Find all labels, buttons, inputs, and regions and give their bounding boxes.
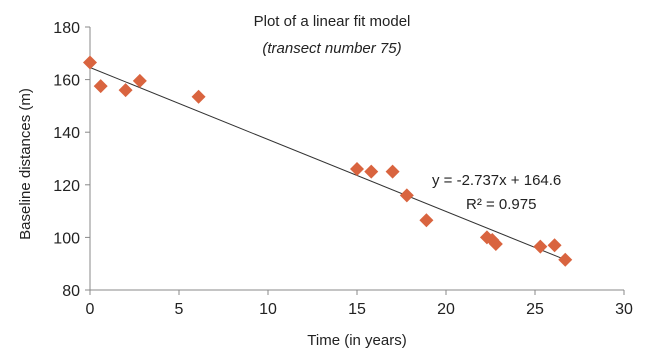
data-point-diamond xyxy=(364,164,379,179)
x-tick-label: 20 xyxy=(437,301,455,318)
data-point-diamond xyxy=(488,236,503,251)
data-points xyxy=(83,55,573,267)
data-point-diamond xyxy=(118,83,133,98)
x-ticks: 0 5 10 15 20 25 30 xyxy=(86,290,633,318)
data-point-diamond xyxy=(547,238,562,253)
x-tick-label: 0 xyxy=(86,301,95,318)
r-squared-label: R² = 0.975 xyxy=(466,196,536,213)
chart-subtitle: (transect number 75) xyxy=(262,40,401,57)
trendline-equation: y = -2.737x + 164.6 xyxy=(432,172,561,189)
data-point-diamond xyxy=(132,73,147,88)
data-point-diamond xyxy=(350,162,364,177)
data-point-diamond xyxy=(385,164,400,179)
x-axis-title: Time (in years) xyxy=(307,332,406,349)
data-point-diamond xyxy=(191,89,206,104)
y-tick-label: 80 xyxy=(62,283,80,300)
plot-area: 0 5 10 15 20 25 30 80 100 120 140 160 180 xyxy=(53,20,633,318)
data-point-diamond xyxy=(419,213,434,228)
y-tick-label: 120 xyxy=(53,178,80,195)
data-point-diamond xyxy=(399,188,414,203)
data-point-diamond xyxy=(93,79,108,94)
y-tick-label: 140 xyxy=(53,125,80,142)
y-tick-label: 180 xyxy=(53,20,80,37)
x-tick-label: 30 xyxy=(615,301,633,318)
x-tick-label: 25 xyxy=(526,301,544,318)
x-tick-label: 5 xyxy=(175,301,184,318)
data-point-diamond xyxy=(558,252,573,267)
y-tick-label: 100 xyxy=(53,230,80,247)
y-ticks: 80 100 120 140 160 180 xyxy=(53,20,90,300)
chart-title: Plot of a linear fit model xyxy=(254,13,411,30)
data-point-diamond xyxy=(533,239,548,254)
linear-trendline xyxy=(89,67,566,261)
y-axis-title: Baseline distances (m) xyxy=(17,88,34,240)
y-tick-label: 160 xyxy=(53,73,80,90)
x-tick-label: 10 xyxy=(259,301,277,318)
x-tick-label: 15 xyxy=(348,301,366,318)
data-point-diamond xyxy=(83,55,97,70)
